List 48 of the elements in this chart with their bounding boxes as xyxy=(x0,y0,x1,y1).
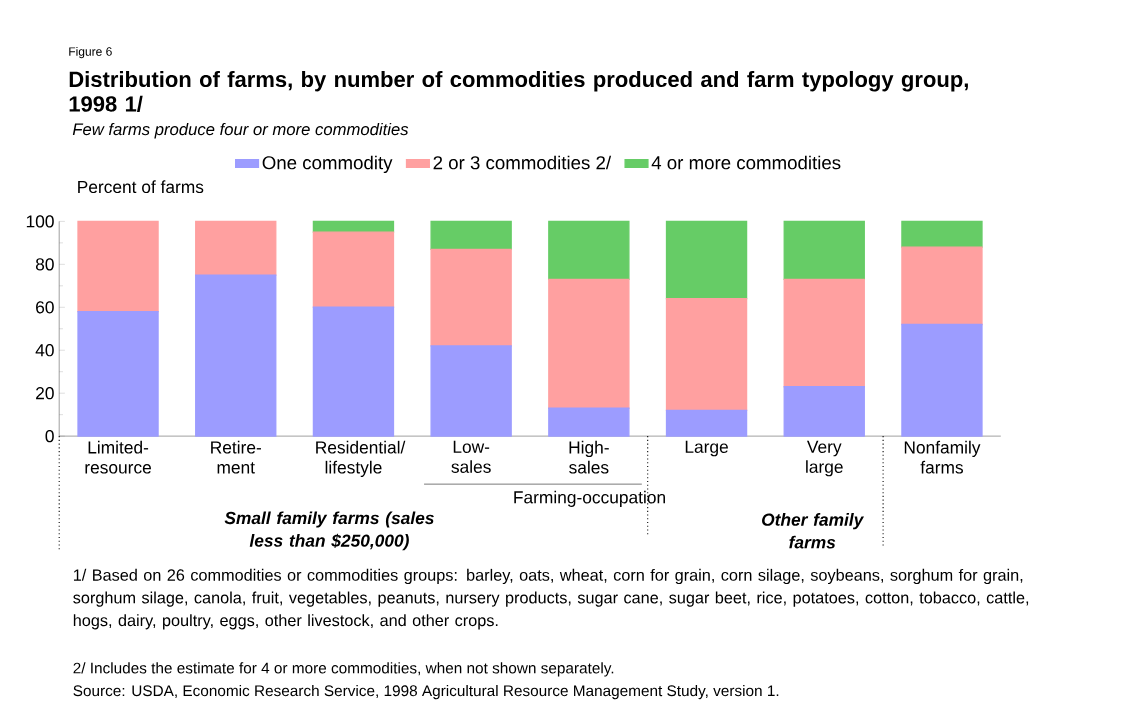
bar xyxy=(430,220,512,251)
bar xyxy=(195,220,277,276)
x-tick-label: Low- sales xyxy=(451,440,491,473)
bar xyxy=(665,298,748,412)
bar xyxy=(901,323,983,437)
bar xyxy=(901,246,983,326)
text: Other family farms xyxy=(762,513,865,549)
y-tick-label: 60 xyxy=(36,301,54,314)
bar xyxy=(783,386,865,437)
bar xyxy=(665,220,748,300)
chart-subtitle: Few farms produce four or more commodities xyxy=(72,123,409,139)
text: 1/ Based on 26 commodities or commodities groups: barley, oats, wheat, corn for grain, corn silage, soybeans, sorghum for grain, sorghum silage, canola, fruit, vegetables, peanuts, nursery products, sugar cane, sugar beet, rice, potatoes, cotton, tobacco, cattle, hogs, dairy, poultry, eggs, other livestock, and other crops. xyxy=(73,568,1029,630)
bar xyxy=(312,231,395,309)
source-note: Source: USDA, Economic Research Service, 1998 Agricultural Resource Management Study, version 1. xyxy=(73,684,779,700)
x-tick-label: Large xyxy=(685,440,728,457)
x-tick-label: Retire- ment xyxy=(211,440,261,474)
x-tick-label: Nonfamily farms xyxy=(904,440,981,474)
x-tick-label: High- sales xyxy=(569,440,609,474)
y-tick-label: 0 xyxy=(45,430,54,443)
bar xyxy=(312,306,395,437)
y-tick-label: 20 xyxy=(36,387,54,400)
bar xyxy=(430,248,512,347)
chart-title: Distribution of farms, by number of commodities produced and farm typology group, 1998 1/ xyxy=(69,71,968,113)
legend-label: One commodity xyxy=(262,155,393,174)
y-tick-label: 100 xyxy=(26,215,54,228)
x-tick-label: Limited- resource xyxy=(85,440,151,474)
text: 2/ Includes the estimate for 4 or more commodities, when not shown separately. xyxy=(73,662,614,677)
legend-label: 4 or more commodities xyxy=(651,155,841,170)
bar xyxy=(901,220,983,248)
y-axis-title: Percent of farms xyxy=(78,180,204,194)
y-tick-label: 40 xyxy=(35,344,54,357)
text: Small family farms (sales less than $250,000) xyxy=(224,511,434,551)
bar xyxy=(548,278,630,409)
bar xyxy=(783,220,865,281)
x-tick-label: Very large xyxy=(806,440,843,477)
text: Farming-occupation xyxy=(514,490,665,507)
bar xyxy=(783,278,865,388)
bar xyxy=(77,220,159,313)
caption: Figure 6 xyxy=(69,47,112,59)
legend-label: 2 or 3 commodities 2/ xyxy=(433,155,612,170)
x-tick-label: Residential/ lifestyle xyxy=(316,440,406,478)
bar xyxy=(77,310,159,437)
bar xyxy=(548,407,630,437)
bar xyxy=(195,274,277,437)
y-tick-label: 80 xyxy=(35,258,54,271)
bar xyxy=(548,220,630,281)
bar xyxy=(665,409,748,437)
bar xyxy=(430,345,512,437)
